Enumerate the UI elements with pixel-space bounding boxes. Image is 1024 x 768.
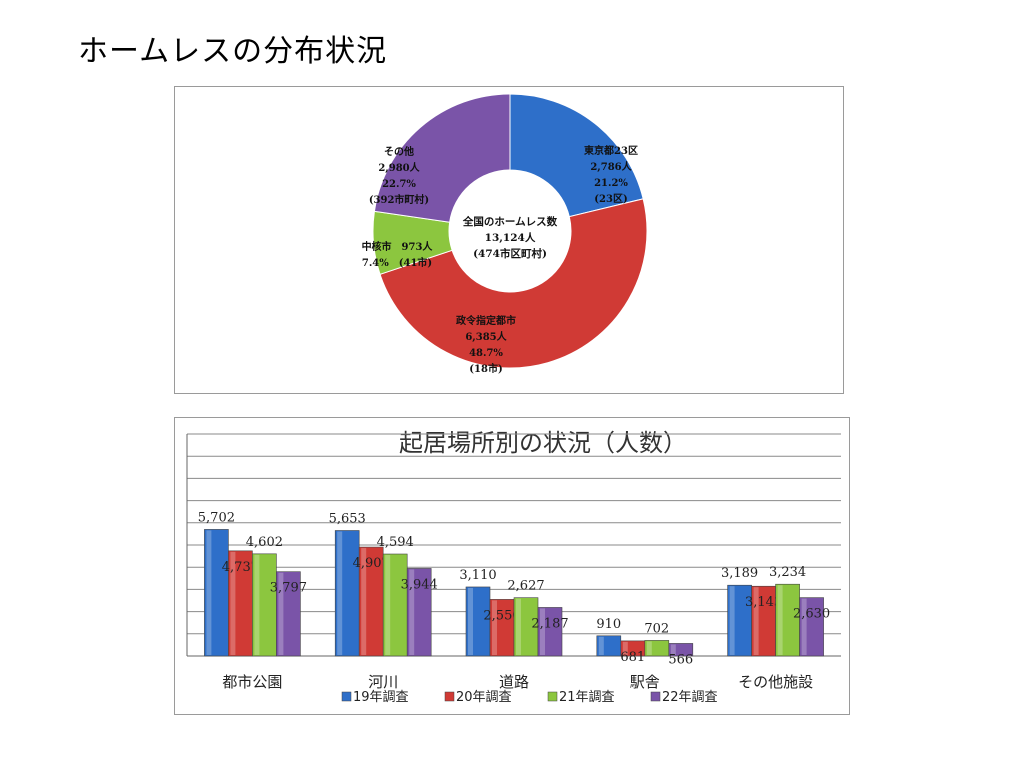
category-label: 道路 xyxy=(499,673,529,691)
legend-swatch xyxy=(650,691,661,702)
bar-highlight xyxy=(254,554,260,655)
bar-highlight xyxy=(468,587,473,655)
bar-highlight xyxy=(516,598,521,655)
bar-chart-panel: 起居場所別の状況（人数） 5,702 4,737 4,602 3,797 都市公園 5,65… xyxy=(174,417,850,715)
bar-highlight xyxy=(230,551,236,655)
bar-highlight xyxy=(801,598,807,655)
donut-slice-label: 政令指定都市 6,385人 48.7% (18市) xyxy=(456,314,516,375)
bar-value-label: 5,653 xyxy=(329,512,366,527)
bar-value-label: 3,189 xyxy=(721,566,758,581)
donut-slice-label: その他 2,980人 22.7% (392市町村) xyxy=(369,145,429,206)
bar xyxy=(668,643,694,657)
bar-value-label: 910 xyxy=(596,617,621,632)
bar-highlight xyxy=(337,531,343,655)
legend-label: 20年調査 xyxy=(456,690,512,705)
bar-value-label: 702 xyxy=(644,621,669,636)
bar xyxy=(489,599,515,657)
bar-value-label: 566 xyxy=(668,652,693,667)
bar-value-label: 2,627 xyxy=(507,579,544,594)
legend-swatch xyxy=(547,691,558,702)
bar-value-label: 2,187 xyxy=(531,616,568,631)
bar xyxy=(537,607,563,657)
donut-slice-label: 東京都23区 2,786人 21.2% (23区) xyxy=(584,144,638,205)
page-title: ホームレスの分布状況 xyxy=(78,34,388,69)
category-label: 都市公園 xyxy=(222,673,282,691)
bar xyxy=(775,583,800,657)
donut-chart: 東京都23区 2,786人 21.2% (23区) 政令指定都市 6,385人 48.7%(… xyxy=(362,93,648,375)
bar-highlight xyxy=(361,548,367,655)
bar xyxy=(334,530,360,657)
bar-highlight xyxy=(598,636,604,655)
donut-slice-label: 中核市 973人 7.4% (41市) xyxy=(362,240,434,269)
bar-value-label: 3,143 xyxy=(745,595,782,610)
legend-swatch xyxy=(444,691,455,702)
legend-label: 22年調査 xyxy=(662,690,718,705)
bar-value-label: 3,797 xyxy=(270,581,307,596)
category-label: 駅舎 xyxy=(630,673,660,691)
bar xyxy=(276,571,301,657)
bar xyxy=(252,553,277,657)
bar xyxy=(382,553,408,657)
donut-chart-panel: 東京都23区 2,786人 21.2% (23区) 政令指定都市 6,385人 48.7%(… xyxy=(174,86,844,394)
donut-center-label: 全国のホームレス数 13,124人(474市区町村) xyxy=(462,215,558,260)
bar-highlight xyxy=(670,644,676,655)
donut-slice xyxy=(373,93,511,223)
bar-highlight xyxy=(777,585,783,655)
category-label: その他施設 xyxy=(738,673,813,691)
bar xyxy=(465,586,491,657)
donut-slice xyxy=(509,93,644,218)
bar xyxy=(799,597,824,657)
bar-value-label: 3,110 xyxy=(459,568,496,583)
bar xyxy=(204,529,229,657)
bar xyxy=(751,585,776,657)
donut-slice xyxy=(379,198,648,369)
bar-value-label: 681 xyxy=(620,650,645,665)
bar-highlight xyxy=(409,569,415,655)
bar-highlight xyxy=(278,572,284,655)
bar-chart: 起居場所別の状況（人数） 5,702 4,737 4,602 3,797 都市公園 5,65… xyxy=(186,429,841,705)
bar-value-label: 2,630 xyxy=(793,607,830,622)
bar-highlight xyxy=(729,586,735,655)
bar-value-label: 4,737 xyxy=(222,560,259,575)
bar-highlight xyxy=(646,641,652,655)
legend-label: 19年調査 xyxy=(353,690,409,705)
bar-highlight xyxy=(753,587,759,655)
bar xyxy=(406,568,432,657)
bar xyxy=(727,584,752,657)
bar-value-label: 3,234 xyxy=(769,565,806,580)
category-label: 河川 xyxy=(368,673,398,691)
bar-value-label: 5,702 xyxy=(198,510,235,525)
bar xyxy=(358,546,384,657)
bar xyxy=(513,597,539,657)
bar-value-label: 4,907 xyxy=(353,556,390,571)
bar-value-label: 2,550 xyxy=(483,608,520,623)
bar-highlight xyxy=(206,530,212,655)
bar-highlight xyxy=(492,600,497,655)
bar-highlight xyxy=(622,641,628,655)
bar-highlight xyxy=(385,555,391,655)
bar-value-label: 4,602 xyxy=(246,535,283,550)
bar-highlight xyxy=(540,608,545,655)
legend-label: 21年調査 xyxy=(559,690,615,705)
bar-value-label: 4,594 xyxy=(377,535,414,550)
legend-swatch xyxy=(341,691,352,702)
bar-chart-title: 起居場所別の状況（人数） xyxy=(399,429,687,457)
bar-value-label: 3,944 xyxy=(401,577,438,592)
